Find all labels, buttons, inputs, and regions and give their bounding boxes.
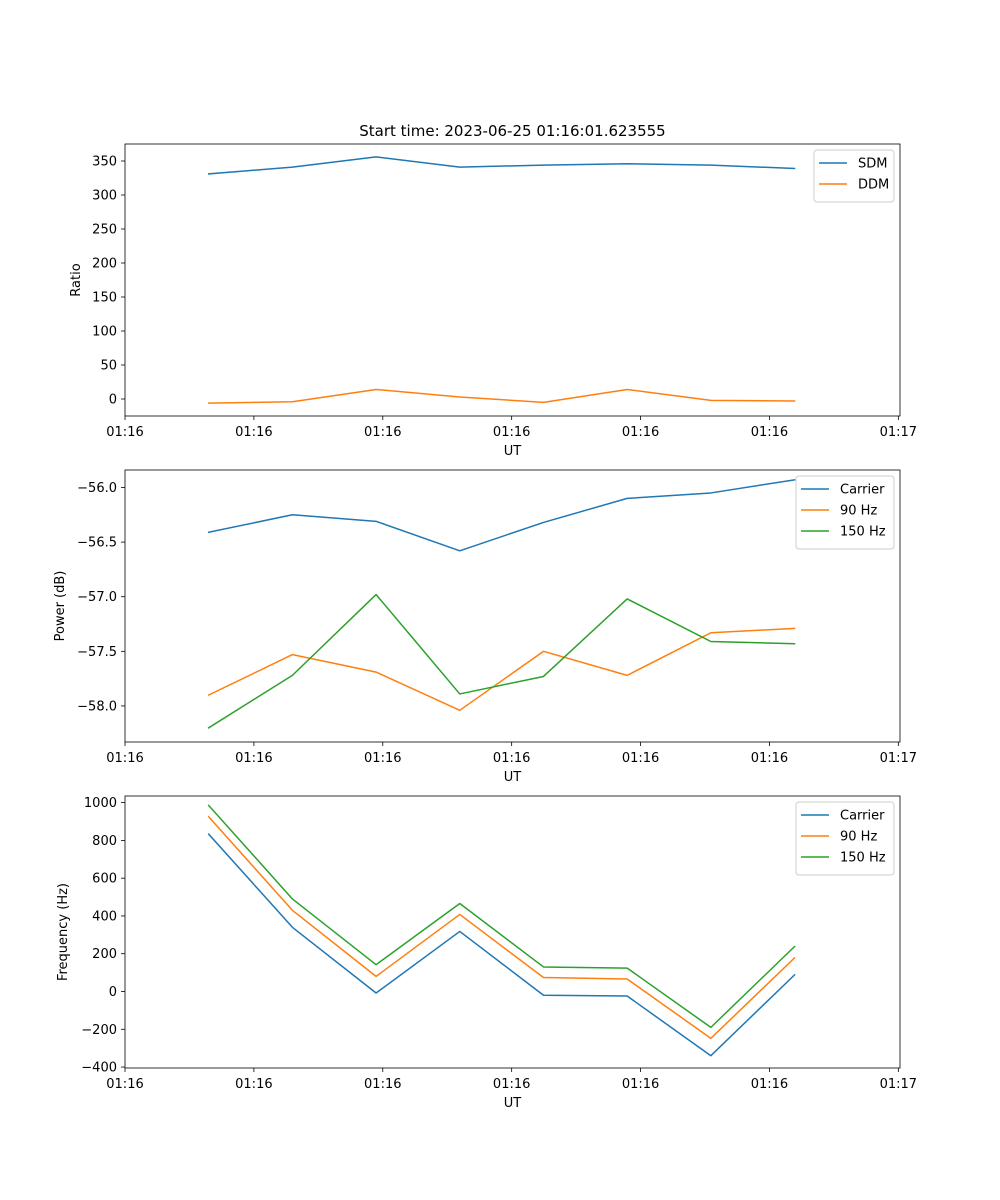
x-tick-label: 01:16 (364, 1077, 401, 1092)
series-line-1-1 (207, 156, 796, 175)
y-tick-label: 300 (92, 189, 117, 204)
series-line-1-2 (207, 388, 796, 404)
series-line-2-1 (207, 478, 796, 552)
plot-panel-2: 01:16 01:16 01:16 01:16 01:16 01:16 01:17 UT −58… (53, 469, 917, 785)
x-tick-label: 01:16 (751, 751, 788, 766)
plot-panel-1: 01:16 01:16 01:16 01:16 01:16 01:16 01:17 UT 0 50… (69, 143, 917, 459)
y-tick-label: 800 (92, 834, 117, 849)
y-tick-label: 100 (92, 325, 117, 340)
y-tick-label: 250 (92, 223, 117, 238)
x-tick-label: 01:16 (235, 1077, 272, 1092)
x-tick-label: 01:16 (751, 1077, 788, 1092)
x-tick-label: 01:16 (235, 751, 272, 766)
legend-label: 150 Hz (840, 851, 886, 866)
x-tick-label: 01:16 (622, 425, 659, 440)
y-tick-label: −57.5 (77, 645, 117, 660)
y-axis-label: Ratio (69, 263, 84, 296)
x-tick-label: 01:16 (751, 425, 788, 440)
legend-label: Carrier (840, 809, 885, 824)
legend-label: DDM (858, 178, 889, 193)
x-axis-label: UT (504, 444, 522, 459)
legend: Carrier 90 Hz 150 Hz (795, 475, 895, 550)
y-tick-label: 200 (92, 257, 117, 272)
x-axis-label: UT (504, 1096, 522, 1111)
y-tick-label: 600 (92, 872, 117, 887)
plot-panel-3: 01:16 01:16 01:16 01:16 01:16 01:16 01:17 UT −40… (56, 795, 917, 1111)
axes-frame (124, 795, 901, 1069)
x-tick-label: 01:16 (622, 751, 659, 766)
legend-label: 90 Hz (840, 830, 877, 845)
legend: SDM DDM (813, 149, 895, 203)
x-tick-label: 01:16 (493, 425, 530, 440)
series-line-3-2 (207, 815, 796, 1040)
series-line-2-2 (207, 627, 796, 712)
y-tick-label: 400 (92, 909, 117, 924)
y-tick-label: 350 (92, 155, 117, 170)
series-line-3-3 (207, 804, 796, 1029)
y-tick-label: 1000 (84, 796, 117, 811)
x-axis-label: UT (504, 770, 522, 785)
y-tick-label: −56.0 (77, 481, 117, 496)
y-tick-label: −400 (81, 1061, 117, 1076)
legend-label: Carrier (840, 483, 885, 498)
x-tick-label: 01:17 (880, 425, 917, 440)
y-axis-label: Power (dB) (53, 571, 68, 642)
x-tick-label: 01:16 (364, 425, 401, 440)
x-tick-label: 01:16 (622, 1077, 659, 1092)
x-tick-label: 01:16 (493, 751, 530, 766)
y-axis-label: Frequency (Hz) (56, 883, 71, 981)
y-tick-label: 200 (92, 947, 117, 962)
x-tick-label: 01:16 (364, 751, 401, 766)
chart-title: Start time: 2023-06-25 01:16:01.623555 (359, 122, 665, 140)
y-tick-label: −200 (81, 1023, 117, 1038)
x-tick-label: 01:16 (106, 425, 143, 440)
axes-frame (124, 469, 901, 743)
y-tick-label: 150 (92, 291, 117, 306)
series-line-3-1 (207, 833, 796, 1057)
x-tick-label: 01:16 (106, 1077, 143, 1092)
legend-label: 90 Hz (840, 504, 877, 519)
x-tick-label: 01:17 (880, 751, 917, 766)
x-tick-label: 01:16 (106, 751, 143, 766)
series-line-2-3 (207, 593, 796, 729)
legend-label: 150 Hz (840, 525, 886, 540)
y-tick-label: 50 (100, 359, 117, 374)
x-tick-label: 01:16 (235, 425, 272, 440)
y-tick-label: 0 (109, 985, 117, 1000)
y-tick-label: 0 (109, 393, 117, 408)
y-tick-label: −56.5 (77, 536, 117, 551)
x-tick-label: 01:17 (880, 1077, 917, 1092)
y-tick-label: −57.0 (77, 590, 117, 605)
legend-label: SDM (858, 157, 887, 172)
x-tick-label: 01:16 (493, 1077, 530, 1092)
axes-frame (124, 143, 901, 417)
y-tick-label: −58.0 (77, 699, 117, 714)
legend: Carrier 90 Hz 150 Hz (795, 801, 895, 876)
